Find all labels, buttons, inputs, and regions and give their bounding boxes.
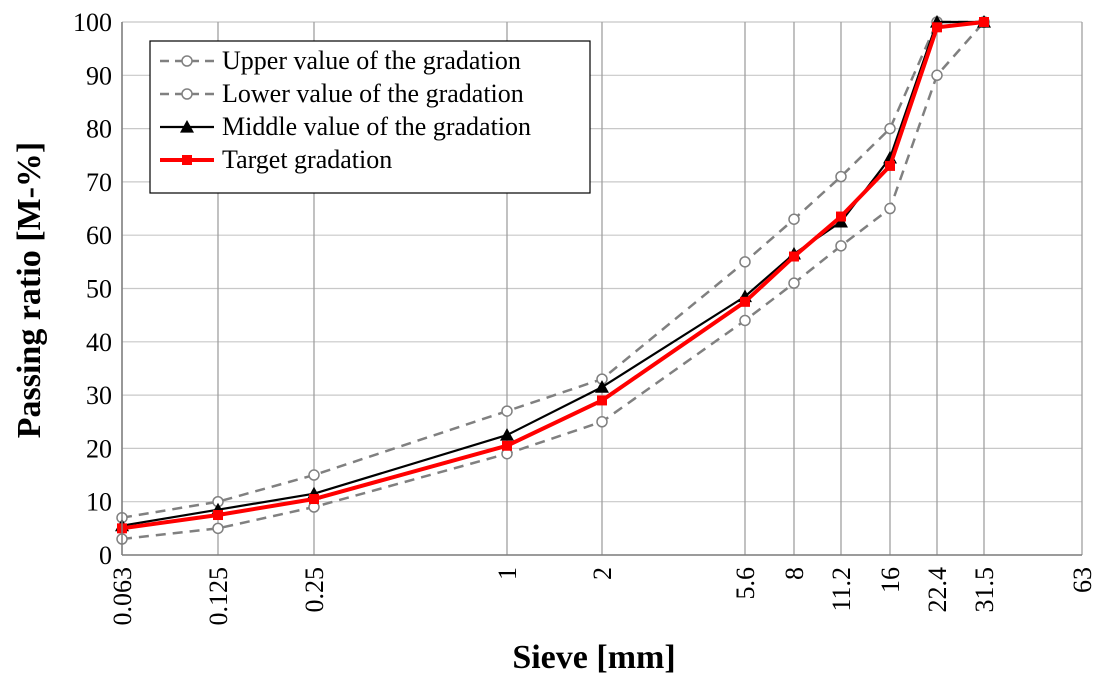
x-tick-label: 22.4: [923, 567, 952, 613]
y-tick-label: 20: [86, 434, 112, 463]
x-tick-label: 0.063: [108, 567, 137, 626]
y-tick-label: 60: [86, 221, 112, 250]
data-point: [931, 69, 943, 82]
data-point: [595, 380, 609, 393]
data-point: [740, 296, 750, 307]
data-point: [835, 240, 847, 252]
y-tick-label: 50: [86, 275, 112, 304]
legend-item: Lower value of the gradation: [160, 79, 524, 108]
data-point: [788, 277, 800, 289]
data-point: [309, 494, 319, 505]
data-point: [739, 256, 751, 268]
y-tick-label: 70: [86, 168, 112, 197]
y-tick-label: 10: [86, 488, 112, 517]
legend-marker: [181, 88, 193, 100]
data-point: [502, 440, 512, 451]
x-tick-label: 63: [1068, 567, 1097, 593]
x-tick-label: 11.2: [827, 567, 856, 612]
y-tick-label: 30: [86, 381, 112, 410]
data-point: [789, 251, 799, 262]
data-point: [788, 213, 800, 225]
data-point: [979, 17, 989, 27]
axes: 0 10 20 30 40 50 60 70 80 90 100 0.063 0.125 0.25 1 2 5.…: [73, 8, 1097, 626]
data-point: [597, 395, 607, 406]
y-axis-title: Passing ratio [M-%]: [11, 142, 48, 439]
legend-item: Upper value of the gradation: [160, 46, 521, 75]
data-point: [885, 160, 895, 171]
series-layer: [115, 15, 991, 545]
data-point: [739, 314, 751, 327]
y-tick-label: 90: [86, 61, 112, 90]
legend-marker: [182, 155, 192, 165]
legend-item: Target gradation: [160, 145, 392, 174]
x-tick-label: 2: [588, 567, 617, 580]
data-point: [836, 211, 846, 222]
y-tick-label: 40: [86, 328, 112, 357]
y-tick-label: 80: [86, 115, 112, 144]
data-point: [884, 122, 896, 135]
legend-label: Lower value of the gradation: [222, 79, 524, 108]
legend-label: Target gradation: [222, 145, 392, 174]
x-tick-label: 16: [876, 567, 905, 593]
data-point: [213, 510, 223, 521]
y-tick-label: 100: [73, 8, 112, 37]
legend-label: Middle value of the gradation: [222, 112, 531, 141]
x-tick-label: 0.25: [300, 567, 329, 613]
legend-box: [149, 40, 591, 194]
x-tick-label: 1: [493, 567, 522, 580]
legend-item: Middle value of the gradation: [160, 112, 531, 141]
data-point: [212, 522, 224, 535]
y-tick-label: 0: [99, 541, 112, 570]
series-1: [116, 16, 990, 524]
legend-marker: [181, 55, 193, 67]
data-point: [501, 405, 513, 417]
data-point: [884, 202, 896, 215]
data-point: [596, 416, 608, 428]
x-tick-label: 5.6: [731, 567, 760, 600]
data-point: [835, 170, 847, 183]
x-tick-label: 31.5: [970, 567, 999, 613]
legend-label: Upper value of the gradation: [222, 46, 521, 75]
data-point: [500, 428, 514, 441]
x-axis-title: Sieve [mm]: [512, 639, 675, 676]
legend-marker: [180, 120, 194, 133]
data-point: [308, 469, 320, 481]
data-point: [932, 22, 942, 33]
legend: Upper value of the gradation Lower value …: [149, 40, 591, 194]
x-tick-label: 0.125: [204, 567, 233, 626]
x-tick-label: 8: [780, 567, 809, 580]
